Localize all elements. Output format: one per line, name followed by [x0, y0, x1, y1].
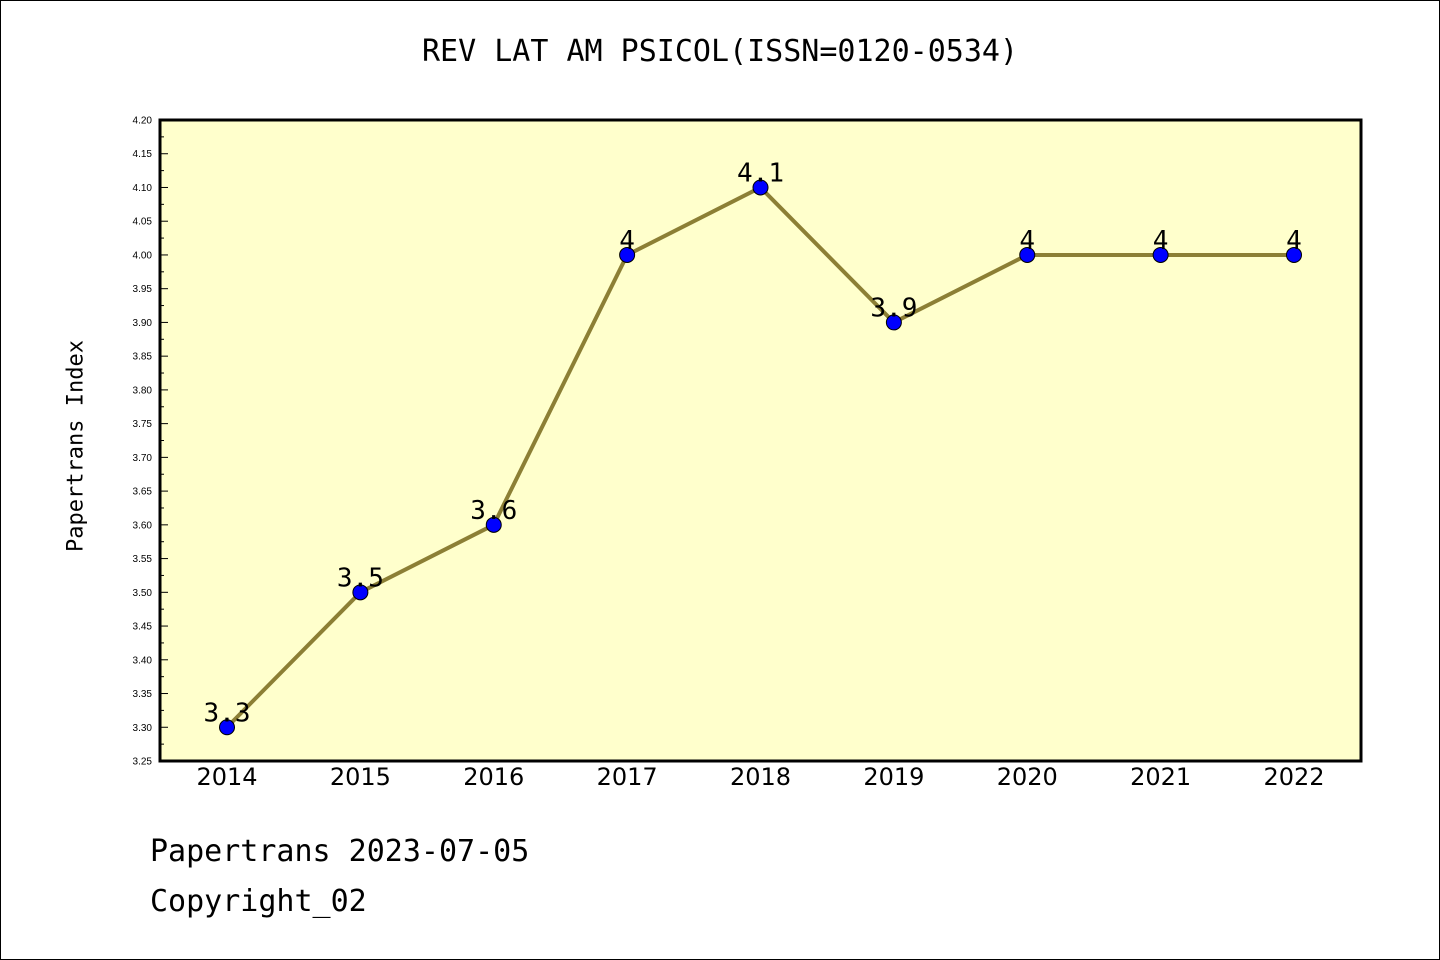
- x-tick-label: 2014: [196, 763, 257, 791]
- y-tick-label: 3.55: [133, 554, 153, 565]
- footer-date: Papertrans 2023-07-05: [150, 834, 530, 869]
- data-label-2018: 4.1: [737, 158, 784, 188]
- x-tick-label: 2016: [463, 763, 524, 791]
- y-tick-label: 3.45: [133, 622, 153, 633]
- data-label-2016: 3.6: [470, 496, 517, 526]
- y-tick-label: 3.30: [133, 723, 153, 734]
- y-tick-label: 3.25: [133, 757, 153, 768]
- data-points: [219, 179, 1302, 736]
- data-label-2017: 4: [619, 226, 635, 256]
- data-label-2020: 4: [1019, 226, 1035, 256]
- data-point-2016: [485, 516, 502, 533]
- y-tick-label: 3.65: [133, 487, 153, 498]
- y-tick-label: 4.10: [133, 183, 153, 194]
- data-labels: 3.3 3.5 3.6 4 4.1 3.9 4 4 4: [204, 158, 1302, 728]
- data-label-2022: 4: [1286, 226, 1302, 256]
- data-label-2019: 3.9: [870, 293, 917, 323]
- y-tick-label: 4.15: [133, 149, 153, 160]
- x-axis: 2014 2015 2016 2017 2018 2019 2020 2021 2022: [196, 763, 1324, 791]
- y-tick-label: 3.70: [133, 453, 153, 464]
- data-point-2014: [219, 719, 235, 736]
- footer-copyright: Copyright_02: [150, 884, 367, 919]
- y-tick-label: 3.50: [133, 588, 153, 599]
- y-tick-label: 4.20: [133, 116, 153, 127]
- data-label-2014: 3.3: [204, 698, 251, 728]
- x-tick-label: 2015: [330, 763, 391, 791]
- data-point-2021: [1152, 246, 1169, 263]
- y-tick-label: 3.90: [133, 318, 153, 329]
- data-label-2015: 3.5: [337, 563, 384, 593]
- data-point-2019: [885, 314, 902, 331]
- x-tick-label: 2020: [997, 763, 1058, 791]
- plot-area: [160, 120, 1361, 761]
- y-tick-label: 3.80: [133, 385, 153, 396]
- y-tick-label: 3.85: [133, 352, 153, 363]
- data-point-2022: [1286, 246, 1302, 263]
- y-tick-label: 3.40: [133, 655, 153, 666]
- y-tick-label: 3.35: [133, 689, 153, 700]
- y-tick-label: 3.75: [133, 419, 153, 430]
- plot-border: [158, 118, 1363, 763]
- data-label-2021: 4: [1153, 226, 1169, 256]
- x-tick-label: 2019: [863, 763, 924, 791]
- chart-title: REV LAT AM PSICOL(ISSN=0120-0534): [421, 34, 1019, 69]
- x-tick-label: 2017: [597, 763, 658, 791]
- data-point-2020: [1019, 246, 1036, 263]
- x-tick-label: 2018: [730, 763, 791, 791]
- data-point-2018: [752, 179, 769, 196]
- x-tick-label: 2021: [1130, 763, 1191, 791]
- y-tick-label: 3.95: [133, 284, 153, 295]
- y-tick-label: 4.05: [133, 217, 153, 228]
- data-point-2017: [619, 246, 636, 263]
- y-tick-label: 3.60: [133, 520, 153, 531]
- x-tick-label: 2022: [1263, 763, 1324, 791]
- data-point-2015: [352, 584, 369, 601]
- y-tick-label: 4.00: [133, 250, 153, 261]
